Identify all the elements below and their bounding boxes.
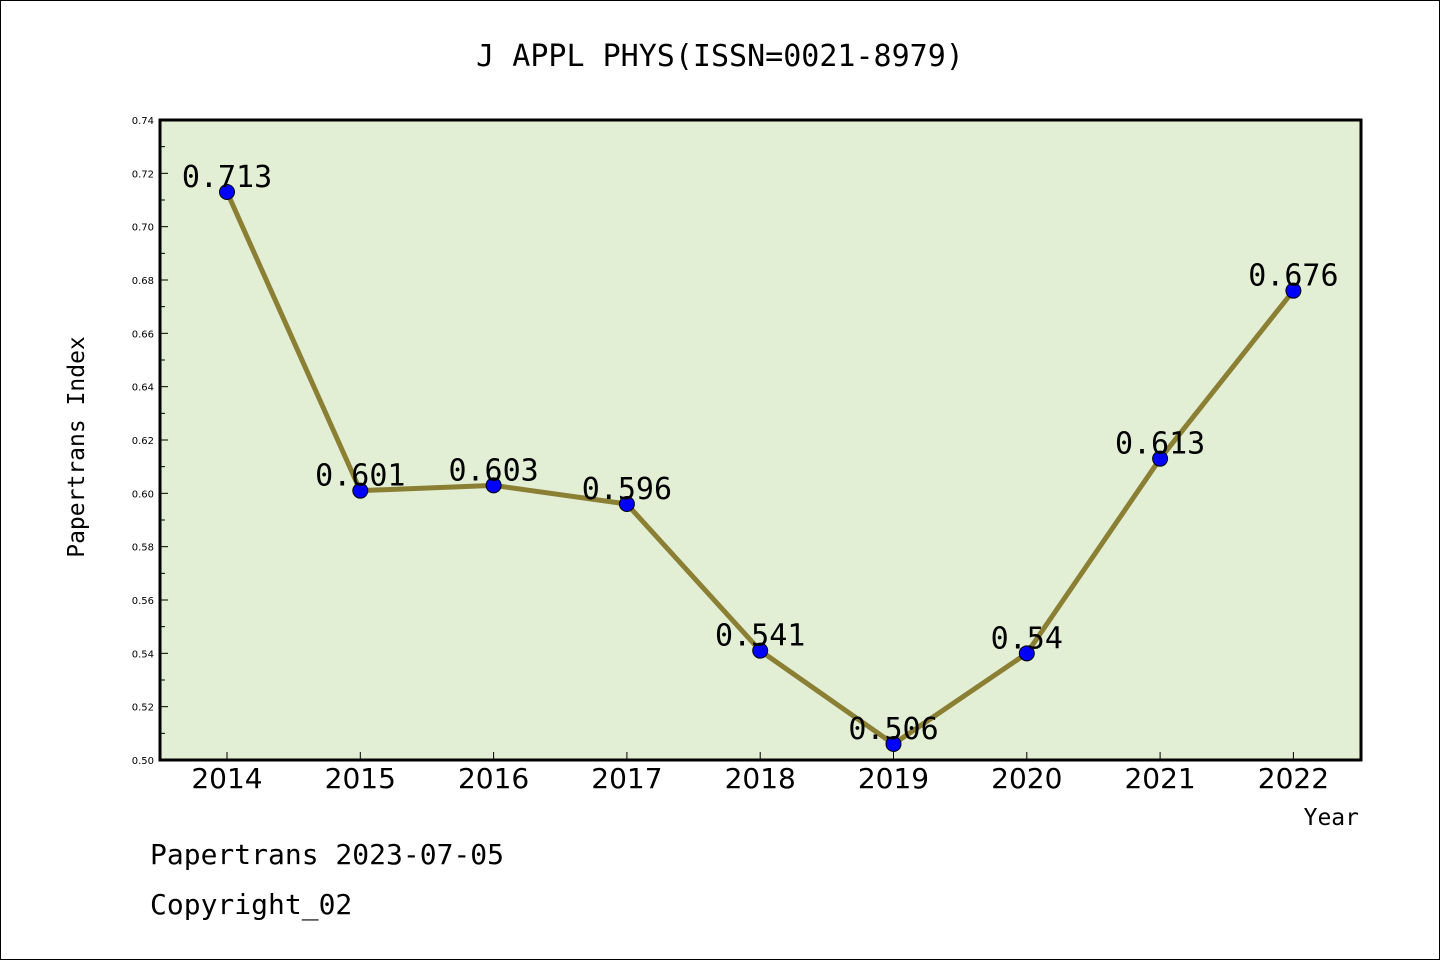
series-line-group [219,184,1302,752]
data-point-marker [352,482,369,499]
y-axis-label: Papertrans Index [64,336,90,558]
y-tick-label: 0.56 [132,596,154,607]
x-axis: 2014 2015 2016 2017 2018 2019 2020 2021 2022 [191,752,1329,795]
y-tick-label: 0.54 [132,649,154,660]
data-label: 0.541 [715,619,805,654]
y-tick-label: 0.66 [132,329,154,340]
x-tick-label: 2014 [191,762,262,795]
data-point-marker [885,736,902,752]
data-label: 0.713 [182,160,272,195]
data-label: 0.613 [1115,427,1205,462]
y-tick-label: 0.50 [132,756,154,767]
footer-copyright: Copyright_02 [150,888,352,922]
y-tick-label: 0.64 [132,383,154,394]
footer-date: Papertrans 2023-07-05 [150,838,504,871]
data-point-marker [1152,450,1169,467]
data-point-marker [1018,645,1035,662]
data-point-marker [1285,282,1302,299]
y-tick-label: 0.68 [132,276,154,287]
x-tick-label: 2017 [591,762,662,795]
data-label: 0.596 [582,472,672,507]
x-tick-label: 2020 [991,762,1062,795]
data-point-marker [618,496,635,512]
y-axis: 0.50 0.52 0.54 0.56 0.58 0.60 0.62 0.64 0.66 0.68… [132,116,168,767]
chart-title: J APPL PHYS(ISSN=0021-8979) [476,39,964,74]
x-tick-label: 2019 [858,762,929,795]
y-tick-label: 0.62 [132,436,154,447]
data-label: 0.601 [315,459,405,494]
data-point-marker [752,642,769,659]
x-tick-label: 2016 [458,762,529,795]
x-tick-label: 2018 [725,762,796,795]
data-label-group: 0.713 0.601 0.603 0.596 0.541 0.506 0.54 0.613 0… [182,160,1339,747]
x-tick-label: 2022 [1258,762,1329,795]
y-tick-label: 0.52 [132,703,154,714]
data-label: 0.54 [991,621,1063,656]
data-label: 0.603 [448,453,538,488]
x-tick-label: 2021 [1124,762,1195,795]
data-point-marker [219,184,235,200]
data-label: 0.506 [848,712,938,747]
y-tick-label: 0.70 [132,223,154,234]
data-point-marker [485,477,502,494]
x-tick-label: 2015 [325,762,396,795]
data-label: 0.676 [1248,259,1338,294]
y-tick-label: 0.60 [132,489,154,500]
y-tick-label: 0.58 [132,543,154,554]
y-tick-label: 0.72 [132,169,154,180]
x-axis-label: Year [1304,805,1359,831]
y-tick-label: 0.74 [132,116,154,127]
